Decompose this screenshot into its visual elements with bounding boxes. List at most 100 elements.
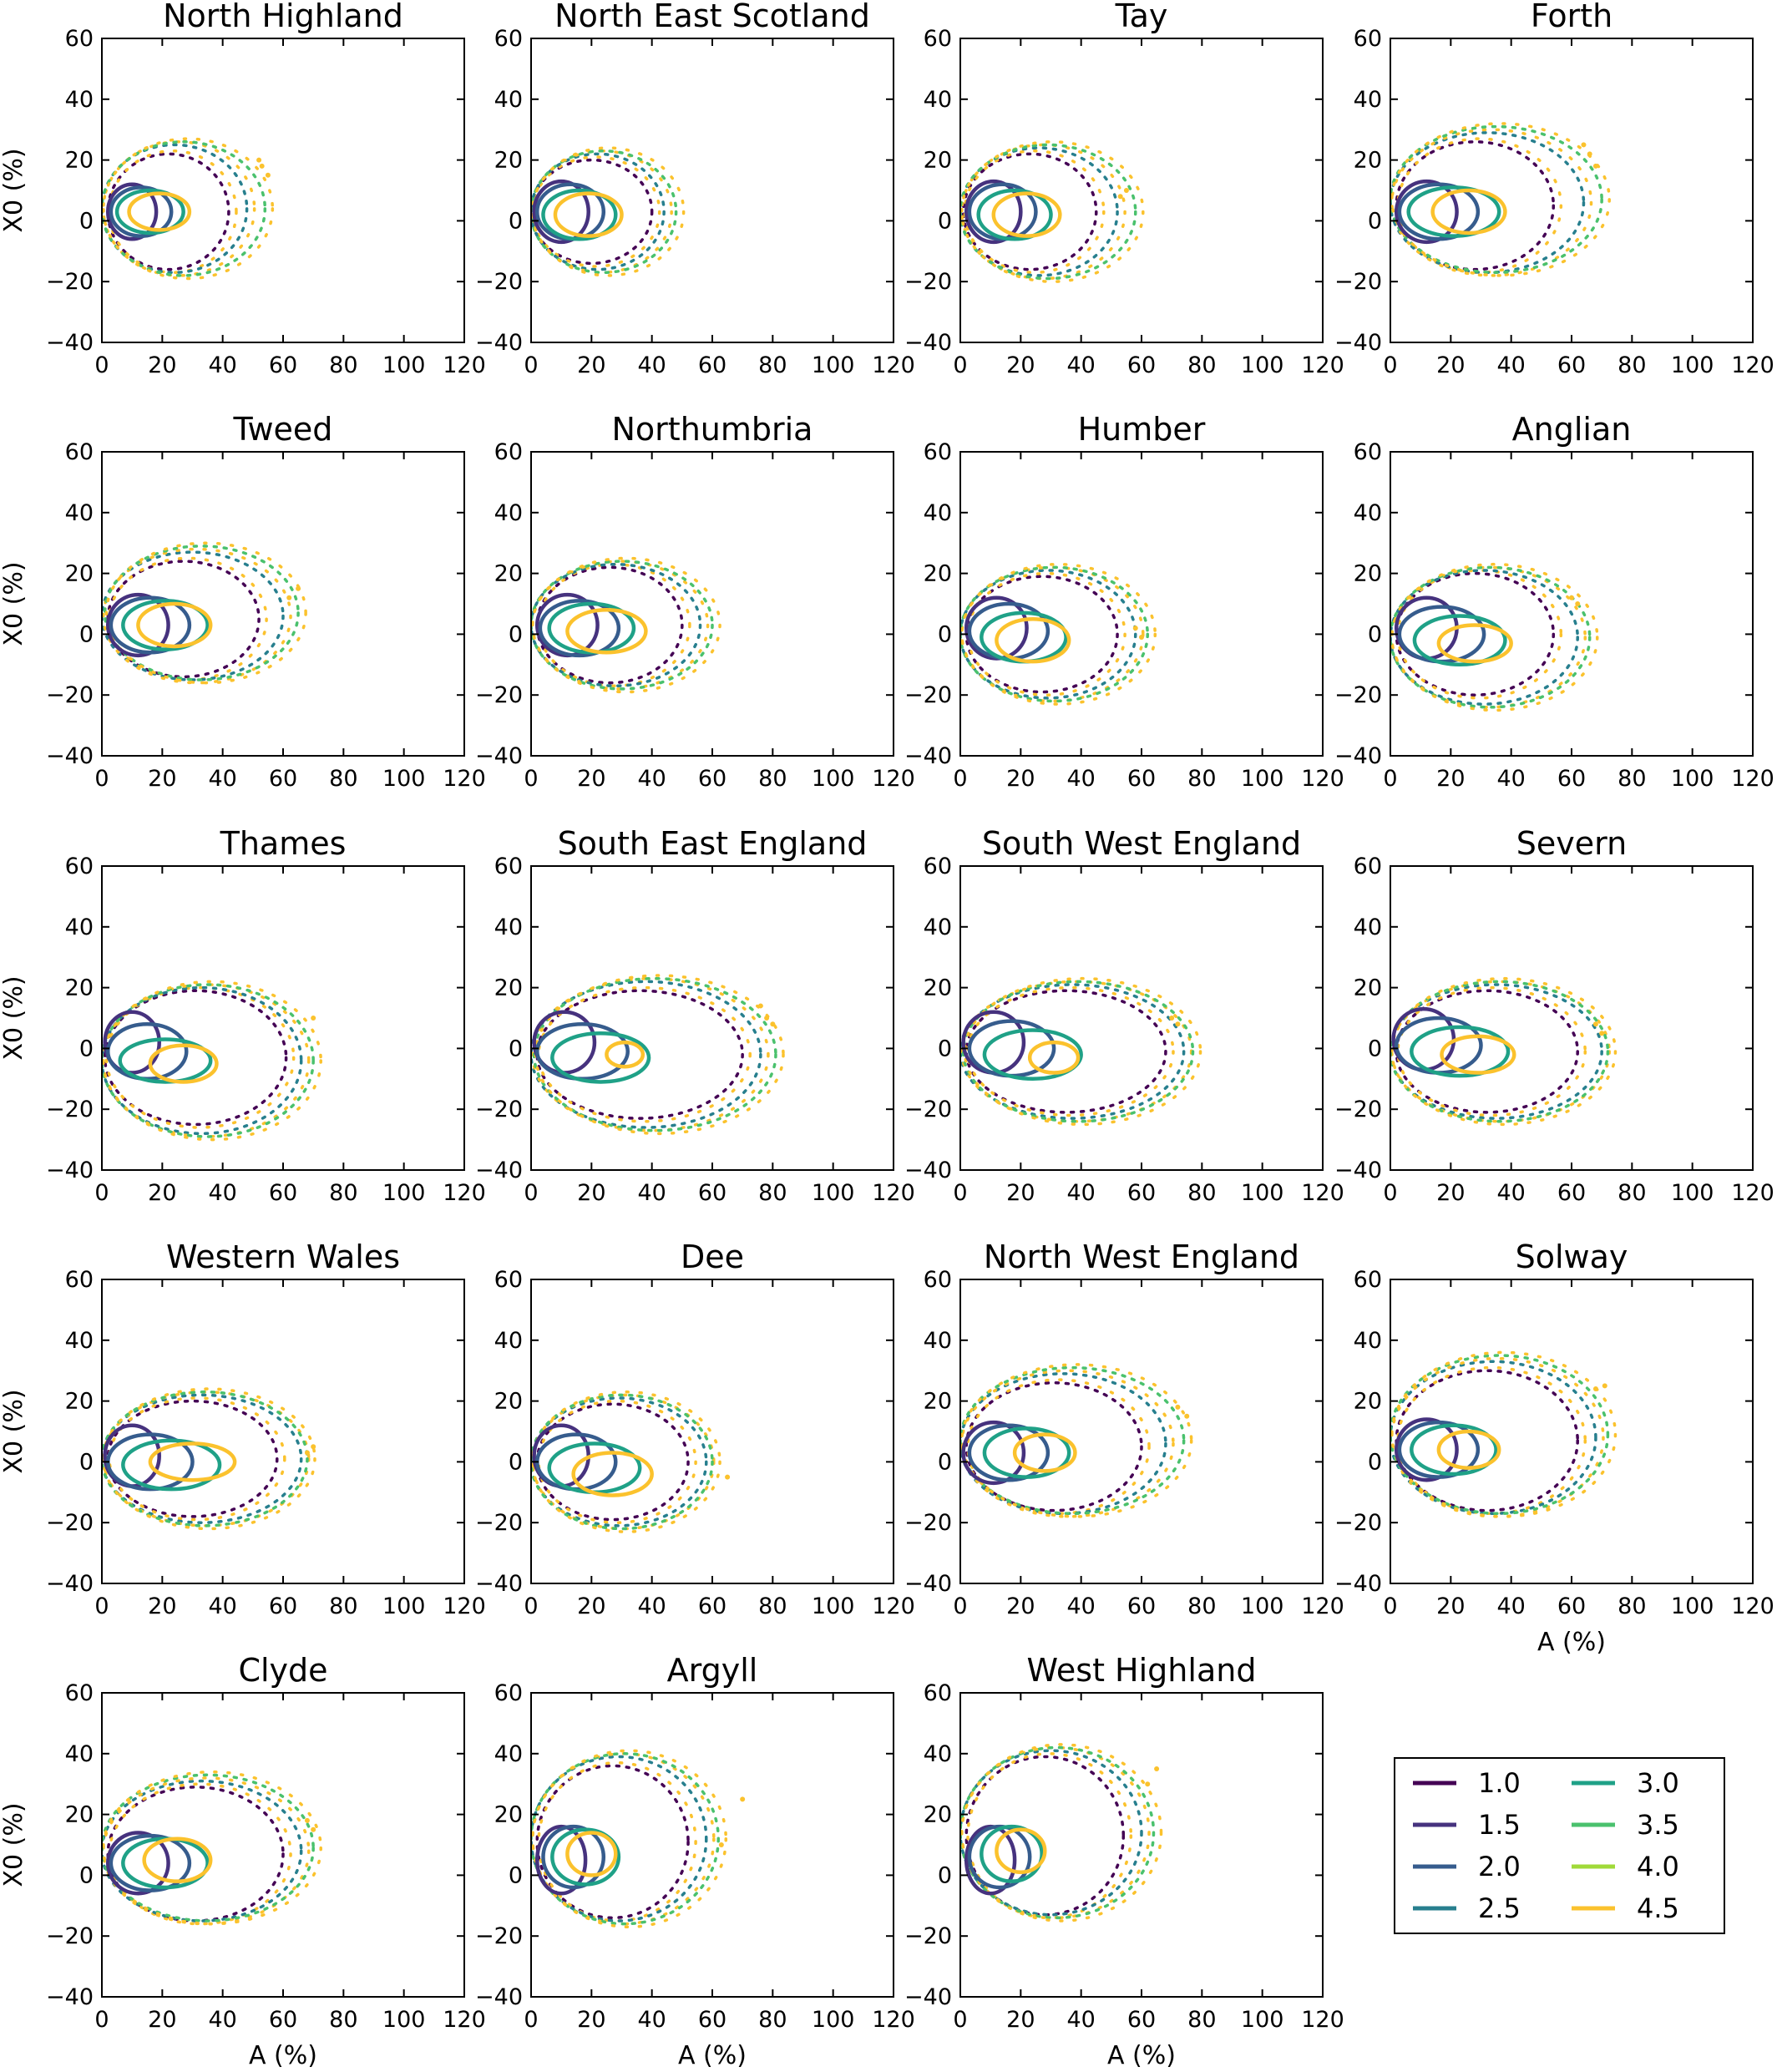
y-tick-label: −20: [904, 269, 952, 295]
scatter-point: [1587, 151, 1592, 157]
x-tick-label: 60: [269, 2007, 297, 2033]
x-tick-label: 40: [208, 352, 236, 378]
y-tick-label: 60: [65, 854, 94, 879]
panel-title: Severn: [1516, 825, 1627, 862]
y-axis-label: X0 (%): [0, 975, 28, 1060]
x-tick-label: 80: [329, 2007, 357, 2033]
x-tick-label: 100: [812, 1593, 855, 1619]
panel-title: West Highland: [1027, 1652, 1257, 1689]
solid-contour: [991, 191, 1062, 238]
axes-frame: [101, 1279, 465, 1584]
x-tick-label: 100: [812, 352, 855, 378]
x-tick-label: 0: [524, 352, 538, 378]
x-tick-label: 120: [1731, 1180, 1774, 1206]
x-tick-label: 0: [524, 1593, 538, 1619]
plot-area: [531, 1390, 731, 1533]
x-tick-label: 40: [637, 1593, 666, 1619]
plot-area: [102, 541, 307, 685]
panel: 0 20 40 60 80 100 120 60 40 20 0 −20 −40 Dee: [475, 1239, 915, 1619]
plot-area: [1390, 122, 1611, 277]
dotted-contour: [961, 152, 1098, 271]
x-tick-label: 20: [1436, 1593, 1465, 1619]
axes-frame: [1390, 38, 1754, 343]
x-axis-label: A (%): [249, 2041, 317, 2070]
y-tick-label: −20: [475, 1923, 523, 1949]
y-tick-label: 60: [1354, 854, 1382, 879]
scatter-point: [311, 1016, 316, 1021]
y-tick-label: 0: [79, 208, 94, 234]
dotted-contour: [531, 146, 686, 277]
solid-contour: [1410, 1423, 1498, 1477]
solid-contour: [541, 188, 618, 241]
dotted-contour: [960, 1363, 1193, 1518]
x-tick-label: 20: [577, 1593, 605, 1619]
y-tick-label: −20: [46, 682, 94, 708]
scatter-point: [1139, 635, 1144, 641]
x-tick-label: 80: [758, 1593, 787, 1619]
dotted-contour: [531, 1752, 716, 1926]
solid-contour: [105, 1831, 170, 1896]
solid-contour: [1436, 1429, 1501, 1470]
x-tick-label: 0: [94, 1180, 109, 1206]
dotted-contour: [104, 985, 296, 1129]
y-tick-label: 0: [1368, 621, 1382, 647]
x-tick-label: 20: [1006, 352, 1035, 378]
x-tick-label: 40: [1066, 2007, 1095, 2033]
solid-contour: [995, 616, 1071, 664]
x-tick-label: 0: [1383, 766, 1397, 792]
x-tick-label: 120: [1731, 1593, 1774, 1619]
dotted-contour: [1390, 1354, 1610, 1516]
legend-label: 3.5: [1637, 1809, 1679, 1841]
scatter-point: [1581, 142, 1587, 148]
dotted-contour: [531, 1390, 721, 1533]
y-tick-label: −20: [475, 682, 523, 708]
x-tick-label: 120: [1301, 2007, 1344, 2033]
y-tick-label: 0: [1368, 208, 1382, 234]
x-tick-label: 40: [637, 766, 666, 792]
y-tick-label: −20: [904, 682, 952, 708]
dotted-contour: [1390, 124, 1603, 275]
y-tick-label: 20: [494, 561, 523, 587]
solid-contour: [1440, 1034, 1516, 1075]
x-tick-label: 60: [698, 1593, 726, 1619]
y-tick-label: 20: [494, 975, 523, 1001]
x-axis-label: A (%): [678, 2041, 747, 2070]
panel-title: Solway: [1516, 1239, 1628, 1275]
y-tick-label: −40: [46, 330, 94, 356]
x-tick-label: 60: [1127, 766, 1156, 792]
panel-title: North West England: [984, 1239, 1299, 1275]
x-tick-label: 0: [524, 2007, 538, 2033]
panel-title: Western Wales: [166, 1239, 400, 1275]
x-tick-label: 60: [1127, 1593, 1156, 1619]
y-tick-label: 60: [494, 854, 523, 879]
x-tick-label: 0: [524, 1180, 538, 1206]
scatter-point: [1184, 1413, 1190, 1419]
y-tick-label: 40: [65, 500, 94, 526]
solid-contour: [103, 1010, 161, 1075]
x-tick-label: 100: [1241, 352, 1284, 378]
x-tick-label: 60: [698, 352, 726, 378]
axes-frame: [530, 1692, 894, 1998]
scatter-point: [1602, 1383, 1607, 1389]
y-tick-label: −20: [475, 1097, 523, 1122]
y-tick-label: 40: [1354, 87, 1382, 113]
x-tick-label: 120: [1301, 352, 1344, 378]
y-tick-label: −20: [904, 1923, 952, 1949]
y-tick-label: −40: [46, 1158, 94, 1183]
plot-area: [531, 1749, 746, 1929]
panel-title: Tweed: [233, 411, 333, 448]
panel-title: South East England: [558, 825, 868, 862]
x-tick-label: 100: [812, 2007, 855, 2033]
x-tick-label: 20: [1436, 1180, 1465, 1206]
plot-area: [1390, 976, 1618, 1127]
dotted-contour: [102, 1779, 303, 1923]
y-tick-label: 0: [509, 1449, 523, 1475]
solid-contour: [109, 185, 174, 238]
y-tick-label: 40: [65, 1741, 94, 1767]
x-tick-label: 20: [1006, 2007, 1035, 2033]
solid-contour: [976, 188, 1053, 241]
solid-contour: [148, 1043, 219, 1084]
dotted-contour: [960, 983, 1186, 1120]
x-tick-label: 100: [1671, 1180, 1714, 1206]
y-tick-label: −20: [1334, 269, 1382, 295]
